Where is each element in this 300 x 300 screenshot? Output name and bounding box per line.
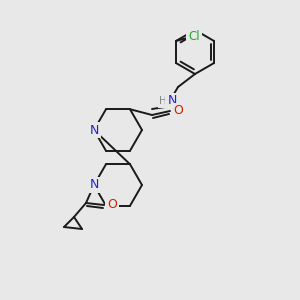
Text: O: O (107, 199, 117, 212)
Text: Cl: Cl (188, 29, 200, 43)
Text: N: N (167, 94, 177, 107)
Text: O: O (173, 104, 183, 118)
Text: H: H (159, 96, 167, 106)
Text: N: N (89, 178, 99, 191)
Text: N: N (89, 124, 99, 136)
